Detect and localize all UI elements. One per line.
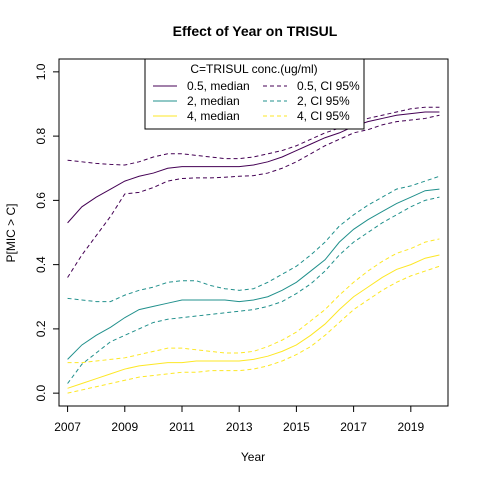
legend-box <box>144 58 365 130</box>
y-tick-label: 0.0 <box>34 384 48 401</box>
y-tick-label: 1.0 <box>34 63 48 80</box>
x-tick-label: 2013 <box>226 420 253 434</box>
x-axis: 2007 2009 2011 2013 2015 2017 2019 <box>54 406 424 434</box>
legend-entry-label: 2, CI 95% <box>297 94 350 108</box>
x-tick-label: 2017 <box>340 420 367 434</box>
y-tick-label: 0.4 <box>34 256 48 273</box>
x-axis-label: Year <box>241 450 265 464</box>
y-tick-label: 0.6 <box>34 192 48 209</box>
x-tick-label: 2007 <box>54 420 81 434</box>
series-line-2-median <box>67 188 440 360</box>
legend-entry-label: 4, CI 95% <box>297 109 350 123</box>
x-tick-label: 2009 <box>111 420 138 434</box>
series-line-0.5-upper <box>67 106 440 166</box>
y-tick-label: 0.2 <box>34 320 48 337</box>
legend-title: C=TRISUL conc.(ug/ml) <box>190 62 317 76</box>
y-tick-label: 0.8 <box>34 127 48 144</box>
chart-title: Effect of Year on TRISUL <box>173 23 338 39</box>
legend-entry-label: 0.5, median <box>187 79 250 93</box>
legend-entry-label: 2, median <box>187 94 240 108</box>
series-line-4-lower <box>67 265 440 394</box>
series-line-4-median <box>67 254 440 389</box>
x-tick-label: 2019 <box>397 420 424 434</box>
series-line-0.5-median <box>67 111 440 224</box>
y-axis: 0.0 0.2 0.4 0.6 0.8 1.0 <box>34 63 59 401</box>
series-line-2-lower <box>67 196 440 384</box>
legend-entry-label: 0.5, CI 95% <box>297 79 360 93</box>
x-tick-label: 2011 <box>169 420 195 434</box>
plot-series <box>67 106 440 394</box>
legend-entry-label: 4, median <box>187 109 240 123</box>
x-tick-label: 2015 <box>283 420 310 434</box>
y-axis-label: P[MIC > C] <box>4 203 18 262</box>
series-line-2-upper <box>67 175 440 303</box>
series-line-0.5-lower <box>67 114 440 278</box>
